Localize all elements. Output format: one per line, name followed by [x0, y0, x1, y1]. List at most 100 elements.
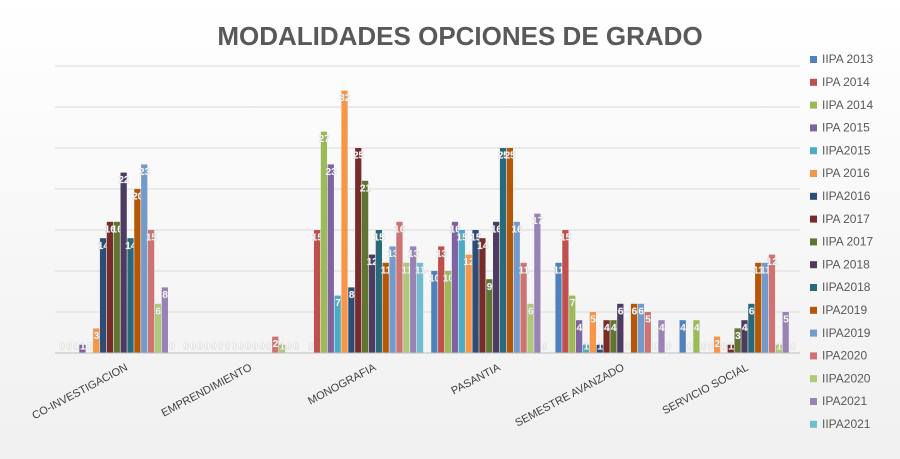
data-label: 15: [457, 233, 469, 244]
bar: [458, 230, 465, 353]
legend-swatch: [810, 284, 817, 291]
data-label: 0: [218, 342, 224, 353]
bar: [410, 246, 417, 353]
bar: [499, 148, 507, 353]
data-label: 11: [381, 265, 392, 276]
data-label: 4: [659, 323, 665, 334]
data-label: 7: [335, 298, 341, 309]
data-label: 16: [394, 224, 406, 235]
data-label: 0: [252, 342, 258, 353]
bar: [755, 262, 762, 353]
legend-swatch: [810, 215, 817, 223]
bar: [617, 303, 624, 353]
bar: [106, 221, 114, 353]
data-label: 4: [680, 323, 686, 334]
data-label: 16: [112, 224, 124, 235]
bar: [493, 221, 500, 353]
bar: [120, 172, 127, 353]
bar: [513, 221, 520, 353]
data-label: 6: [749, 306, 755, 317]
data-label: 0: [245, 342, 251, 353]
bar: [403, 262, 410, 353]
data-label: 6: [638, 306, 644, 317]
data-label: 0: [625, 342, 631, 353]
data-label: 15: [374, 233, 386, 244]
data-label: 2: [273, 339, 279, 350]
data-label: 25: [353, 151, 365, 162]
data-label: 15: [312, 233, 324, 244]
data-label: 13: [408, 249, 420, 260]
bar: [610, 320, 617, 353]
bar: [368, 254, 376, 353]
bar: [154, 303, 162, 353]
data-label: 27: [319, 134, 331, 145]
bar: [734, 328, 741, 353]
data-label: 0: [59, 342, 65, 353]
data-label: 14: [477, 241, 489, 252]
data-label: 0: [666, 342, 672, 353]
data-label: 4: [577, 323, 583, 334]
bar: [93, 328, 100, 353]
legend-swatch: [810, 306, 817, 314]
bar: [679, 320, 686, 353]
bar: [630, 303, 638, 353]
bar: [520, 262, 527, 353]
legend-label: IIPA2019: [822, 326, 871, 340]
data-label: 8: [349, 290, 355, 301]
data-label: 12: [463, 257, 475, 268]
data-label: 10: [443, 274, 455, 285]
data-label: 0: [73, 342, 79, 353]
data-label: 1: [584, 342, 590, 353]
legend-swatch: [810, 101, 817, 109]
bar: [589, 312, 596, 353]
data-label: 14: [98, 241, 110, 252]
data-label: 4: [742, 323, 748, 334]
legend-swatch: [810, 170, 817, 177]
legend-label: IPA 2016: [822, 166, 870, 180]
bar: [355, 148, 362, 353]
data-label: 1: [280, 342, 286, 353]
data-label: 0: [169, 342, 175, 353]
data-label: 1: [776, 342, 782, 353]
data-label: 16: [105, 224, 117, 235]
data-label: 0: [184, 342, 190, 353]
bar: [768, 254, 776, 353]
bar: [320, 131, 328, 353]
bar: [472, 230, 479, 353]
bar: [582, 344, 590, 353]
data-label: 5: [590, 315, 596, 326]
bar: [761, 262, 769, 353]
bar: [161, 287, 168, 353]
data-label: 17: [532, 216, 544, 227]
bar: [361, 180, 369, 353]
data-label: 0: [238, 342, 244, 353]
data-label: 13: [387, 249, 399, 260]
legend-label: IIPA 2017: [822, 235, 873, 249]
bar: [113, 221, 120, 353]
data-label: 0: [293, 342, 299, 353]
data-label: 25: [505, 151, 517, 162]
data-label: 0: [287, 342, 293, 353]
bar: [141, 164, 148, 353]
bar: [438, 246, 445, 353]
data-label: 32: [339, 93, 351, 104]
legend-swatch: [810, 147, 817, 155]
bar: [127, 238, 134, 353]
legend-swatch: [810, 238, 817, 246]
bar: [431, 271, 438, 353]
data-label: 11: [519, 265, 530, 276]
data-label: 23: [139, 167, 151, 178]
bar: [555, 262, 562, 353]
bar: [569, 295, 576, 353]
data-label: 0: [701, 342, 707, 353]
data-label: 0: [790, 342, 796, 353]
bar: [279, 344, 286, 353]
legend-swatch: [810, 398, 817, 405]
data-label: 4: [604, 323, 610, 334]
chart-title: MODALIDADES OPCIONES DE GRADO: [217, 21, 702, 51]
bar: [748, 303, 755, 353]
data-label: 23: [326, 167, 338, 178]
bar: [658, 320, 665, 353]
bar: [382, 262, 389, 353]
legend-label: IPA 2017: [822, 212, 870, 226]
